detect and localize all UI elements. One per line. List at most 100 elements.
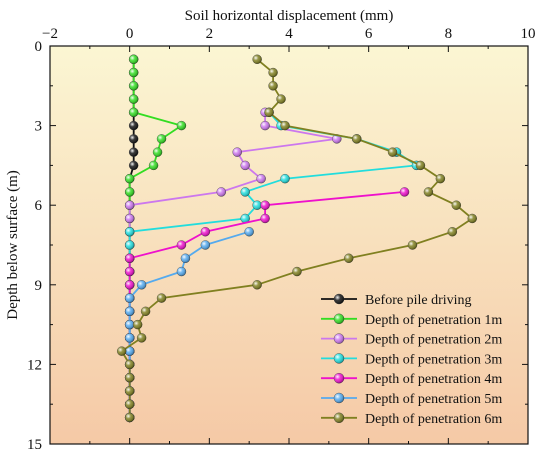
data-point-highlight xyxy=(129,147,139,157)
data-point-highlight xyxy=(125,386,135,396)
y-tick-label: 3 xyxy=(35,119,43,135)
x-tick-label: 4 xyxy=(285,26,293,42)
data-point-highlight xyxy=(256,174,266,184)
legend-marker-highlight xyxy=(334,412,344,423)
data-point-highlight xyxy=(129,94,139,104)
data-point-highlight xyxy=(129,121,139,131)
data-point-highlight xyxy=(117,346,127,356)
data-point-highlight xyxy=(133,320,143,330)
series-line xyxy=(120,58,474,418)
data-point-highlight xyxy=(415,160,425,170)
legend-label: Depth of penetration 3m xyxy=(365,352,502,367)
legend-label: Depth of penetration 1m xyxy=(365,313,502,328)
data-point-highlight xyxy=(435,174,445,184)
data-point-highlight xyxy=(125,293,135,303)
legend-marker-highlight xyxy=(334,393,344,403)
data-point-highlight xyxy=(216,187,226,197)
data-point-highlight xyxy=(240,160,250,170)
data-point-highlight xyxy=(451,200,461,210)
legend-item: Depth of penetration 2m xyxy=(321,333,502,348)
data-point-highlight xyxy=(125,280,135,290)
data-point-highlight xyxy=(268,68,278,78)
data-point-highlight xyxy=(125,306,135,316)
data-point-highlight xyxy=(244,227,254,237)
data-point-highlight xyxy=(137,280,147,290)
data-point-highlight xyxy=(260,200,270,210)
legend-marker-highlight xyxy=(334,333,344,344)
data-point-highlight xyxy=(276,94,286,104)
x-tick-label: 0 xyxy=(126,26,134,42)
x-axis-title: Soil horizontal displacement (mm) xyxy=(185,8,394,24)
data-point-highlight xyxy=(407,240,417,250)
data-point-highlight xyxy=(447,227,457,237)
data-point-highlight xyxy=(260,213,270,223)
x-tick-label: 2 xyxy=(206,26,214,42)
data-point-highlight xyxy=(125,399,135,409)
x-tick-label: −2 xyxy=(42,26,58,42)
legend-item: Depth of penetration 6m xyxy=(321,412,502,427)
data-point-highlight xyxy=(268,81,278,91)
data-point-highlight xyxy=(180,253,190,263)
data-point-highlight xyxy=(125,412,135,422)
x-tick-label: 6 xyxy=(365,26,373,42)
data-point-highlight xyxy=(176,267,186,277)
data-point-highlight xyxy=(137,333,147,343)
series-6 xyxy=(116,54,477,423)
data-point-highlight xyxy=(352,134,362,144)
data-point-highlight xyxy=(129,107,139,117)
data-point-highlight xyxy=(388,147,398,157)
data-point-highlight xyxy=(125,174,135,184)
data-point-highlight xyxy=(125,267,135,277)
data-point-highlight xyxy=(200,240,210,250)
legend-marker-highlight xyxy=(334,313,344,324)
y-tick-label: 15 xyxy=(27,437,42,453)
legend: Before pile driving Depth of penetration … xyxy=(321,293,502,427)
data-point-highlight xyxy=(157,293,167,303)
legend-label: Before pile driving xyxy=(365,293,472,308)
data-point-highlight xyxy=(141,306,151,316)
data-point-highlight xyxy=(129,160,139,170)
data-point-highlight xyxy=(344,253,354,263)
data-point-highlight xyxy=(125,320,135,330)
data-point-highlight xyxy=(280,174,290,184)
legend-marker-highlight xyxy=(334,373,344,384)
data-point-highlight xyxy=(125,346,135,356)
legend-label: Depth of penetration 4m xyxy=(365,372,502,387)
legend-item: Depth of penetration 4m xyxy=(321,372,502,387)
data-point-highlight xyxy=(125,333,135,343)
data-point-highlight xyxy=(176,121,186,131)
data-point-highlight xyxy=(125,373,135,383)
data-point-highlight xyxy=(252,54,262,64)
legend-item: Depth of penetration 5m xyxy=(321,392,502,407)
data-point-highlight xyxy=(260,121,270,131)
series-layer xyxy=(116,54,477,423)
data-point-highlight xyxy=(232,147,242,157)
data-point-highlight xyxy=(125,359,135,369)
y-tick-label: 6 xyxy=(35,198,43,214)
data-point-highlight xyxy=(423,187,433,197)
data-point-highlight xyxy=(252,200,262,210)
legend-item: Depth of penetration 3m xyxy=(321,352,502,367)
data-point-highlight xyxy=(280,121,290,131)
data-point-highlight xyxy=(400,187,410,197)
data-point-highlight xyxy=(129,81,139,91)
data-point-highlight xyxy=(176,240,186,250)
legend-marker-highlight xyxy=(334,294,344,304)
y-tick-label: 0 xyxy=(35,39,43,55)
data-point-highlight xyxy=(200,227,210,237)
legend-label: Depth of penetration 5m xyxy=(365,392,502,407)
legend-item: Before pile driving xyxy=(321,293,472,308)
y-tick-label: 9 xyxy=(35,278,43,294)
data-point-highlight xyxy=(264,107,274,117)
data-point-highlight xyxy=(129,68,139,78)
data-point-highlight xyxy=(125,200,135,210)
y-axis-title: Depth below surface (m) xyxy=(5,170,21,320)
y-tick-label: 12 xyxy=(27,357,42,373)
data-point-highlight xyxy=(467,213,477,223)
data-point-highlight xyxy=(125,227,135,237)
data-point-highlight xyxy=(252,280,262,290)
data-point-highlight xyxy=(240,187,250,197)
data-point-highlight xyxy=(125,240,135,250)
